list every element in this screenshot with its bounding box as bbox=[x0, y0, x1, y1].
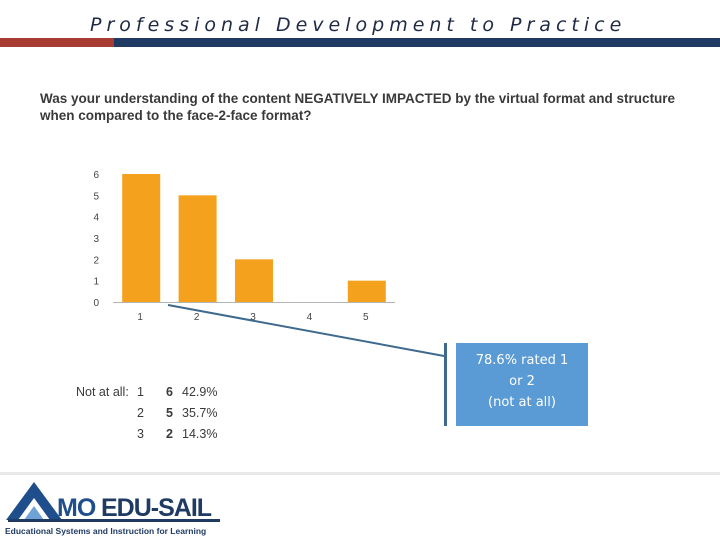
summary-rating: 1 bbox=[137, 385, 144, 399]
summary-percent: 42.9% bbox=[182, 385, 218, 399]
y-tick-label: 3 bbox=[93, 234, 99, 245]
y-tick-label: 5 bbox=[93, 191, 99, 202]
summary-rating: 3 bbox=[137, 427, 144, 441]
x-tick-label: 5 bbox=[363, 312, 369, 323]
chart-bar bbox=[347, 280, 386, 302]
x-tick-label: 2 bbox=[194, 312, 200, 323]
y-axis-ticks: 0 1 2 3 4 5 6 bbox=[93, 170, 99, 309]
chart-bar bbox=[122, 174, 161, 302]
header-rule-red bbox=[0, 38, 114, 47]
page-title: Professional Development to Practice bbox=[90, 14, 627, 36]
summary-rating: 2 bbox=[137, 406, 144, 420]
summary-percent: 14.3% bbox=[182, 427, 218, 441]
logo-brand-edu: EDU-SAIL bbox=[101, 494, 212, 522]
logo-underline bbox=[8, 519, 220, 522]
chart-bar bbox=[178, 195, 217, 302]
x-tick-label: 3 bbox=[250, 312, 256, 323]
x-tick-label: 4 bbox=[307, 312, 313, 323]
x-axis-ticks: 1 2 3 4 5 bbox=[137, 312, 369, 323]
y-tick-label: 0 bbox=[93, 298, 99, 309]
logo-subtitle: Educational Systems and Instruction for … bbox=[5, 526, 207, 536]
footer-divider bbox=[0, 472, 720, 475]
y-tick-label: 2 bbox=[93, 255, 99, 266]
chart-bars bbox=[122, 174, 386, 302]
y-tick-label: 4 bbox=[93, 213, 99, 224]
x-tick-label: 1 bbox=[137, 312, 143, 323]
summary-count: 5 bbox=[166, 406, 173, 420]
callout-connector bbox=[167, 304, 445, 357]
header-rule-blue bbox=[114, 38, 720, 47]
callout-line-2: or 2 bbox=[509, 374, 535, 389]
callout-line-3: (not at all) bbox=[488, 395, 556, 410]
summary-percent: 35.7% bbox=[182, 406, 218, 420]
y-tick-label: 1 bbox=[93, 277, 99, 288]
callout-accent-bar bbox=[444, 343, 447, 426]
survey-question: Was your understanding of the content NE… bbox=[40, 91, 676, 123]
callout-line-1: 78.6% rated 1 bbox=[475, 353, 569, 368]
logo-brand-mo: MO bbox=[57, 494, 96, 522]
summary-label: Not at all: bbox=[76, 385, 129, 399]
mountain-logo-icon bbox=[6, 482, 62, 520]
callout-box: 78.6% rated 1 or 2 (not at all) bbox=[456, 343, 588, 426]
summary-count: 6 bbox=[166, 385, 173, 399]
y-tick-label: 6 bbox=[93, 170, 99, 181]
summary-count: 2 bbox=[166, 427, 173, 441]
chart-bar bbox=[235, 259, 273, 302]
